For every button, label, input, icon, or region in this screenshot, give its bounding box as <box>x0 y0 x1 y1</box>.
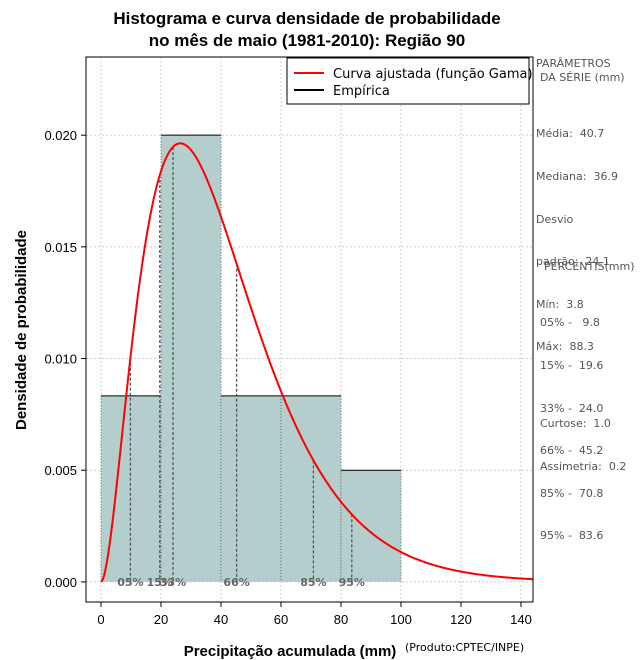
percentile-lines: 05% 15%33% 66% 85% 95% <box>117 146 365 589</box>
percentile-label: 15% <box>147 576 173 589</box>
param-min: Mín: 3.8 <box>536 297 584 311</box>
x-tick-label: 100 <box>390 612 412 627</box>
percentiles-list: 05% - 9.8 15% - 19.6 33% - 24.0 66% - 45… <box>540 288 603 558</box>
fitted-curve-layer <box>100 142 534 583</box>
histogram-bar <box>221 395 281 582</box>
axes: 0 20 40 60 80 100 120 140 0.000 0.005 0.010 0.015 0.… <box>44 56 534 627</box>
x-tick-label: 120 <box>450 612 472 627</box>
plot-frame <box>85 56 534 603</box>
legend: Curva ajustada (função Gama) Empírica <box>286 57 533 105</box>
legend-label-empirical: Empírica <box>333 84 390 99</box>
x-axis-label: Precipitação acumulada (mm) <box>184 643 397 660</box>
param-padrao: padrão: 24.1 <box>536 255 610 269</box>
skewness: Assimetria: 0.2 <box>540 460 627 474</box>
y-tick-label: 0.010 <box>44 352 77 367</box>
percentile-33: 33% - 24.0 <box>540 401 604 415</box>
percentile-label: 95% <box>339 576 365 589</box>
percentile-66: 66% - 45.2 <box>540 444 604 458</box>
percentile-85: 85% - 70.8 <box>540 486 604 500</box>
percentile-15: 15% - 19.6 <box>540 359 604 373</box>
params-heading-1: PARÂMETROS <box>536 57 611 70</box>
kurtosis: Curtose: 1.0 <box>540 417 611 431</box>
param-desvio: Desvio <box>536 212 574 226</box>
params-list: Média: 40.7 Mediana: 36.9 Desvio padrão:… <box>536 99 618 369</box>
percentile-95: 95% - 83.6 <box>540 529 604 543</box>
y-tick-label: 0.005 <box>44 463 77 478</box>
legend-box <box>286 57 530 105</box>
y-tick-label: 0.000 <box>44 575 77 590</box>
y-tick-label: 0.015 <box>44 240 77 255</box>
param-max: Máx: 88.3 <box>536 340 594 354</box>
percentile-05: 05% - 9.8 <box>540 316 600 330</box>
chart-title: Histograma e curva densidade de probabil… <box>113 9 500 28</box>
percentile-label: 33% <box>160 576 186 589</box>
percentile-label: 66% <box>223 576 249 589</box>
param-mediana: Mediana: 36.9 <box>536 170 618 184</box>
x-tick-label: 80 <box>334 612 348 627</box>
histogram-bars <box>100 134 402 582</box>
params-heading-2: DA SÉRIE (mm) <box>540 71 625 84</box>
x-tick-label: 20 <box>154 612 168 627</box>
moments-list: Curtose: 1.0 Assimetria: 0.2 <box>540 389 626 488</box>
y-tick-label: 0.020 <box>44 128 77 143</box>
chart-subtitle: no mês de maio (1981-2010): Região 90 <box>149 31 466 50</box>
percentile-label: 85% <box>300 576 326 589</box>
x-tick-label: 140 <box>510 612 532 627</box>
histogram-bar <box>161 135 221 582</box>
y-axis-label: Densidade de probabilidade <box>13 230 30 430</box>
x-tick-label: 0 <box>97 612 104 627</box>
product-credit: (Produto:CPTEC/INPE) <box>405 641 525 654</box>
percentile-label: 05% <box>117 576 143 589</box>
legend-label-curve: Curva ajustada (função Gama) <box>333 67 533 82</box>
param-media: Média: 40.7 <box>536 127 605 141</box>
percentiles-heading: PERCENTIS(mm) <box>544 260 635 273</box>
x-tick-label: 40 <box>214 612 228 627</box>
histogram-bar <box>341 470 401 582</box>
x-tick-label: 60 <box>274 612 288 627</box>
fitted-gamma-curve <box>100 142 534 583</box>
